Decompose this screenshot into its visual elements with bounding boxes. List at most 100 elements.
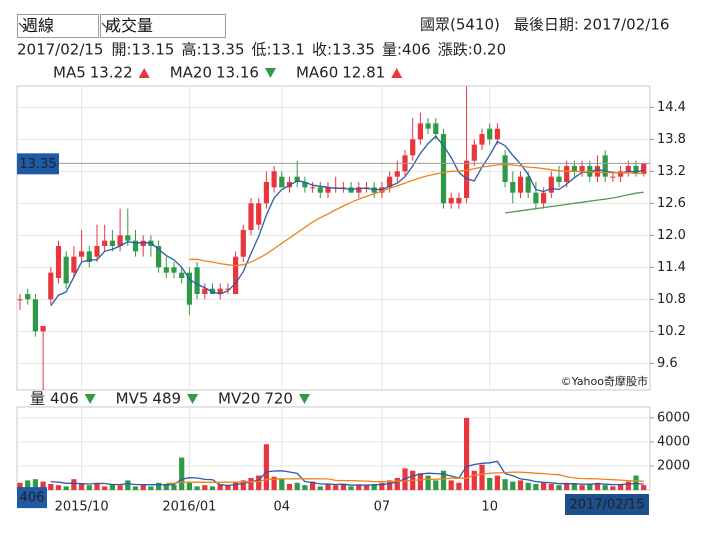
volume-tick-label: 2000	[657, 458, 690, 473]
legend-value: 12.81	[342, 64, 385, 82]
indicator-select[interactable]: 成交量	[100, 14, 226, 38]
current-price-box	[17, 153, 59, 175]
volume-bar	[471, 470, 477, 490]
last-date: 2017/02/16	[583, 16, 669, 34]
candle-body	[633, 166, 639, 174]
volume-bar	[310, 481, 316, 490]
candle-body	[25, 294, 31, 300]
y-tick-label: 9.6	[657, 356, 678, 371]
candle-body	[32, 299, 38, 332]
candle-body	[625, 166, 631, 172]
volume-bar	[286, 483, 293, 490]
volume-bar	[125, 480, 131, 490]
volume-bar	[618, 483, 624, 490]
volume-bar	[263, 444, 269, 490]
legend-name: MA20	[170, 64, 212, 82]
x-tick-label: 04	[274, 500, 291, 515]
volume-bar	[602, 485, 608, 490]
current-volume-box	[17, 487, 47, 509]
y-tick-label: 13.8	[657, 132, 686, 147]
y-tick-label: 10.8	[657, 292, 686, 307]
volume-bar	[25, 480, 31, 490]
volume-bar	[625, 481, 631, 490]
volume-bar	[317, 486, 323, 490]
mv-line	[50, 460, 644, 487]
candle-body	[417, 123, 423, 140]
low-label: 低:	[252, 41, 272, 59]
candle-body	[163, 267, 169, 273]
candle-body	[602, 155, 608, 177]
volume-bar	[209, 486, 216, 490]
volume-bar	[71, 479, 77, 490]
volume-bar	[40, 481, 46, 490]
close-label: 收:	[312, 41, 332, 59]
ma-line	[189, 163, 644, 267]
candle-body	[440, 134, 447, 204]
candle-body	[325, 187, 331, 193]
candle-body	[186, 272, 192, 305]
candle-body	[502, 155, 508, 182]
high-label: 高:	[181, 41, 201, 59]
candle-body	[279, 176, 285, 188]
volume-bar	[279, 479, 285, 490]
volume-bar	[379, 482, 385, 490]
volume-bar	[548, 483, 554, 490]
y-tick-label: 14.4	[657, 100, 686, 115]
period-select[interactable]: 週線	[17, 14, 99, 38]
cursor-date-box	[565, 494, 649, 515]
volume-bar	[571, 483, 577, 490]
volume-bar	[156, 482, 162, 490]
volume-bar	[179, 457, 185, 490]
volume-bar	[48, 483, 54, 490]
down-arrow	[84, 394, 96, 404]
candle-body	[302, 182, 308, 188]
volume-bar	[371, 483, 377, 490]
close-value: 13.35	[332, 41, 375, 59]
volume-bar	[363, 485, 370, 490]
volume-bar	[240, 480, 246, 490]
candle-body	[610, 176, 616, 178]
candle-body	[541, 192, 547, 204]
mv-line	[166, 471, 644, 484]
y-tick-label: 11.4	[657, 260, 686, 275]
volume-bar	[448, 480, 454, 490]
volume-bar	[109, 483, 115, 490]
open-label: 開:	[111, 41, 131, 59]
stock-name: 國眾(5410)	[420, 16, 500, 34]
volume-bar	[17, 482, 23, 490]
legend-value: 13.22	[90, 64, 133, 82]
candle-body	[94, 246, 100, 257]
chevron-icon	[101, 22, 115, 30]
volume-bar	[132, 486, 139, 490]
volume-bar	[271, 476, 277, 490]
indicator-select-text: 成交量	[105, 16, 154, 35]
volume-bar	[464, 417, 470, 490]
volume-label: 量:	[382, 41, 402, 59]
candle-body	[510, 182, 516, 193]
candle-body	[125, 235, 131, 241]
cursor-date-label: 2017/02/15	[570, 498, 645, 513]
candle-body	[425, 123, 431, 129]
volume-bar	[140, 485, 146, 490]
volume-bar	[502, 479, 508, 490]
volume-bar	[248, 477, 254, 490]
volume-bar	[594, 482, 601, 490]
volume-bar	[102, 486, 108, 490]
candle-body	[448, 198, 454, 204]
legend-name: 量	[30, 390, 45, 408]
candle-body	[594, 166, 601, 177]
volume-bar	[510, 481, 516, 490]
candle-body	[579, 166, 585, 172]
volume-bar	[433, 480, 439, 490]
volume-bar	[564, 482, 570, 490]
candle-body	[79, 251, 85, 257]
down-arrow	[187, 394, 199, 404]
candle-body	[317, 187, 323, 193]
volume-bar	[325, 483, 331, 490]
volume-bar	[479, 464, 485, 490]
volume-bar	[63, 486, 69, 490]
volume-bar	[348, 486, 354, 490]
low-value: 13.1	[272, 41, 305, 59]
volume-bar	[417, 473, 423, 490]
